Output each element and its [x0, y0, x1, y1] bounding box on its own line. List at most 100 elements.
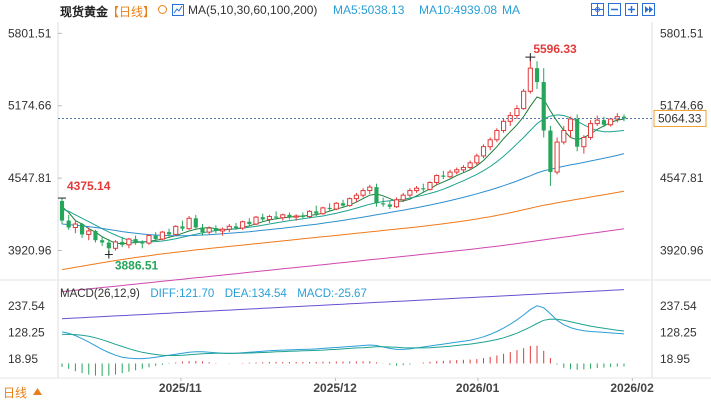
ma-line-ma10 [61, 114, 625, 243]
candle-body-down [274, 216, 279, 218]
candle-body-up [393, 199, 400, 208]
candle-body-up [280, 214, 286, 219]
candle-body-down [575, 118, 580, 147]
candle-body-up [367, 186, 373, 192]
candle-body-up [587, 123, 594, 138]
candle-body-up [527, 67, 533, 92]
price-axis-right-label: 5174.66 [660, 99, 704, 113]
candle-body-up [240, 221, 246, 229]
ma-params-label: MA(5,10,30,60,100,200) [188, 3, 318, 17]
candle-body-down [106, 242, 111, 249]
candle-body-up [126, 238, 132, 246]
ma-line-ma60 [61, 190, 625, 271]
x-axis-date-label: 2025/11 [159, 381, 202, 395]
candle-body-down [180, 226, 185, 229]
period-selector[interactable]: 日线 [0, 382, 56, 400]
candle-body-down [66, 220, 71, 228]
macd-dea-value: DEA:134.54 [224, 288, 287, 300]
candle-body-down [93, 230, 98, 241]
candle-body-up [72, 223, 78, 229]
candle-body-down [621, 116, 627, 119]
grid-icon[interactable] [591, 3, 604, 16]
left-high-label: 4375.14 [67, 179, 111, 193]
candle-body-down [247, 221, 252, 225]
candle-body-down [200, 227, 205, 233]
candle-body-down [140, 242, 145, 244]
macd-params-label: MACD(26,12,9) [60, 288, 140, 300]
candle-body-down [541, 82, 546, 131]
minus-square-icon[interactable] [608, 3, 621, 16]
macd-axis-left-label: 237.54 [8, 299, 45, 313]
candle-body-up [253, 216, 259, 225]
macd-axis-left-label: 128.25 [8, 325, 45, 339]
macd-axis-left-label: 18.95 [8, 352, 38, 366]
macd-diff-value: DIFF:121.70 [150, 288, 215, 300]
candle-body-up [581, 136, 587, 148]
candle-body-up [480, 146, 487, 157]
candle-body-up [514, 108, 520, 117]
plus-square-icon[interactable] [625, 3, 638, 16]
candle-body-up [360, 190, 366, 196]
candle-body-up [400, 194, 406, 201]
candle-body-down [327, 207, 332, 210]
macd-axis-right-label: 237.54 [660, 299, 697, 313]
x-axis-date-label: 2026/02 [610, 381, 654, 395]
candle-body-up [146, 235, 152, 244]
settings-circle-icon[interactable] [158, 5, 167, 14]
candle-body-up [567, 118, 574, 132]
price-axis-right-label: 4547.81 [660, 171, 704, 185]
candle-body-down [166, 232, 172, 235]
candle-body-up [467, 162, 473, 168]
candle-body-down [374, 187, 379, 204]
candle-body-up [159, 231, 165, 240]
candle-body-down [133, 239, 138, 243]
candle-body-up [173, 225, 179, 235]
period-label[interactable]: 【日线】 [107, 5, 156, 19]
price-axis-left-label: 5174.66 [8, 99, 52, 113]
forward-icon[interactable] [642, 3, 655, 16]
candle-body-down [441, 175, 446, 177]
price-axis-left-label: 5801.51 [8, 26, 52, 40]
ma-more-label[interactable]: MA [502, 3, 520, 17]
candle-body-up [414, 187, 420, 192]
candle-body-up [266, 216, 272, 220]
ma-line-ma30 [61, 153, 625, 237]
candle-body-down [260, 217, 265, 220]
candle-body-up [306, 210, 313, 218]
candle-body-down [387, 204, 392, 207]
candle-body-up [407, 190, 413, 196]
candle-body-up [554, 141, 560, 173]
candle-body-up [427, 181, 433, 190]
ma-line-ma5 [61, 96, 625, 245]
macd-header: MACD(26,12,9) DIFF:121.70 DEA:134.54 MAC… [60, 284, 367, 300]
price-axis-right-label: 3920.96 [660, 243, 704, 257]
candle-body-down [213, 228, 218, 231]
instrument-title: 现货黄金 [60, 5, 109, 19]
ma10-value: MA10:4939.08 [419, 3, 498, 17]
candle-body-down [193, 218, 198, 228]
macd-value: MACD:-25.67 [297, 288, 367, 300]
candle-body-down [381, 203, 386, 205]
candle-body-down [120, 241, 125, 245]
candle-body-down [548, 130, 553, 173]
candle-body-down [79, 224, 85, 235]
candle-body-up [333, 202, 339, 210]
candle-body-up [293, 215, 299, 218]
high-price-label: 5596.33 [533, 42, 577, 56]
candle-body-down [421, 188, 426, 190]
candle-body-up [500, 120, 507, 132]
chart-toggle-icon[interactable] [172, 4, 184, 16]
period-selector-label: 日线 [3, 386, 28, 400]
macd-dea-line [62, 318, 625, 356]
candle-body-up [487, 139, 493, 148]
ma-line-ma200 [61, 289, 625, 320]
price-axis-left-label: 3920.96 [8, 243, 52, 257]
candle-body-up [353, 194, 359, 200]
candle-body-down [100, 240, 105, 243]
candle-body-up [86, 230, 92, 235]
candle-body-up [594, 119, 600, 125]
candle-body-up [226, 225, 232, 230]
x-axis-date-label: 2026/01 [456, 381, 500, 395]
candle-body-up [494, 130, 500, 141]
